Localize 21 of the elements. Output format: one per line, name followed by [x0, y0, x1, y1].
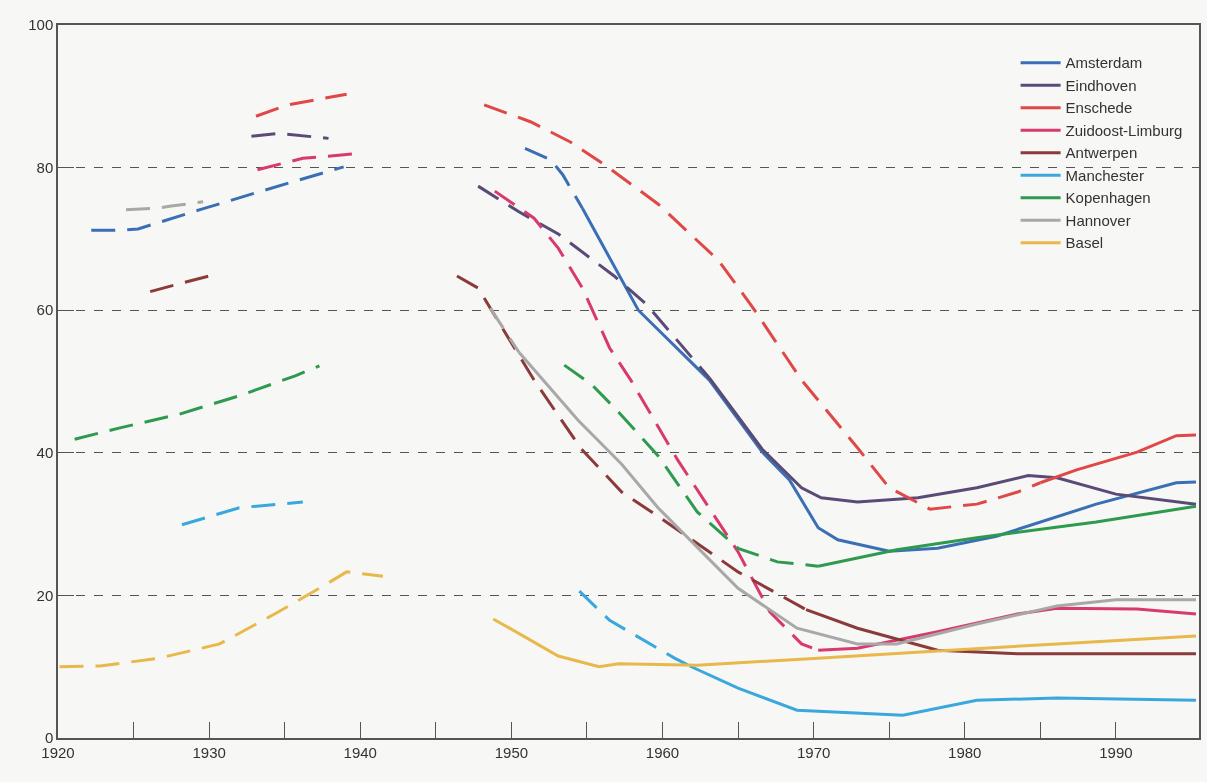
y-tick-label: 100	[28, 16, 54, 34]
y-tick-label: 60	[36, 301, 54, 319]
x-tick-label: 1980	[948, 743, 982, 761]
legend-label: Antwerpen	[1065, 144, 1138, 162]
x-tick-label: 1990	[1099, 743, 1133, 761]
legend-label: Amsterdam	[1065, 54, 1143, 72]
legend-label: Manchester	[1065, 166, 1144, 184]
legend-label: Zuidoost-Limburg	[1065, 121, 1183, 139]
y-tick-label: 80	[36, 158, 54, 176]
y-tick-label: 20	[36, 586, 54, 604]
x-tick-label: 1970	[796, 743, 831, 761]
x-tick-label: 1950	[494, 743, 529, 761]
legend-label: Enschede	[1065, 99, 1133, 117]
x-tick-label: 1930	[192, 743, 226, 761]
legend-label: Basel	[1065, 234, 1104, 252]
x-tick-label: 1940	[343, 743, 377, 761]
legend-label: Hannover	[1065, 211, 1131, 229]
x-tick-label: 1960	[645, 743, 680, 761]
legend-label: Eindhoven	[1065, 76, 1137, 94]
y-tick-label: 40	[36, 444, 54, 462]
legend-label: Kopenhagen	[1065, 189, 1151, 207]
